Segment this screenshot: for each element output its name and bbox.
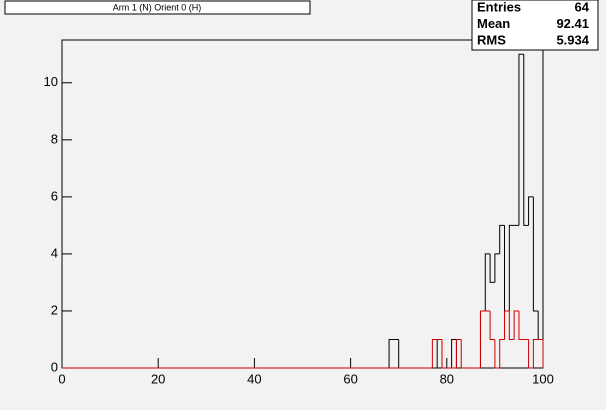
stat-label: Mean [477,16,510,31]
frame [61,39,544,369]
stat-value: 92.41 [556,16,589,31]
histogram-bin [479,310,486,368]
x-tick-label: 20 [151,371,165,386]
y-tick-label: 4 [51,245,58,260]
histogram-bin [532,338,539,368]
histogram-bin [460,339,467,369]
x-tick-label: 40 [247,371,261,386]
histogram-bin [451,338,457,368]
histogram-bin [528,339,534,369]
histogram-bin [431,338,438,368]
histogram-bin [494,339,500,369]
stats-frame [471,0,599,51]
histogram-bin [538,338,544,368]
stat-label: Entries [477,0,521,14]
histogram-bin [489,253,495,283]
histogram-bin [484,253,491,311]
stats-box: Entries 64 Mean 92.41 RMS 5.934 [471,0,599,51]
chart-title: Arm 1 (N) Orient 0 (H) [113,2,202,12]
x-tick-label: 80 [440,371,454,386]
histogram-bin [441,339,447,369]
y-tick-label: 0 [51,359,58,374]
histogram-bin [489,310,495,340]
histogram-bin [528,196,534,226]
histogram-bin [455,338,462,368]
histogram-bin [499,338,505,368]
histogram-bin [523,54,529,226]
histogram-bin [504,310,510,340]
histogram-bin [508,224,515,311]
title-box [4,0,311,15]
histogram-bin [518,53,524,226]
histogram-bin [388,338,394,368]
y-tick-label: 10 [44,74,58,89]
x-tick-label: 60 [343,371,357,386]
y-tick-label: 2 [51,302,58,317]
stat-label: RMS [477,32,506,47]
x-tick-label: 0 [58,371,65,386]
stat-value: 5.934 [556,32,589,47]
histogram-bin [494,253,500,283]
histogram-bin [508,310,515,340]
histogram-bin [513,310,519,340]
histogram-bin [532,196,539,312]
x-tick-label: 100 [532,371,554,386]
y-tick-label: 8 [51,131,58,146]
histogram-bin [499,224,505,254]
histogram-bin [518,310,524,340]
y-tick-label: 6 [51,188,58,203]
stat-value: 64 [575,0,590,14]
